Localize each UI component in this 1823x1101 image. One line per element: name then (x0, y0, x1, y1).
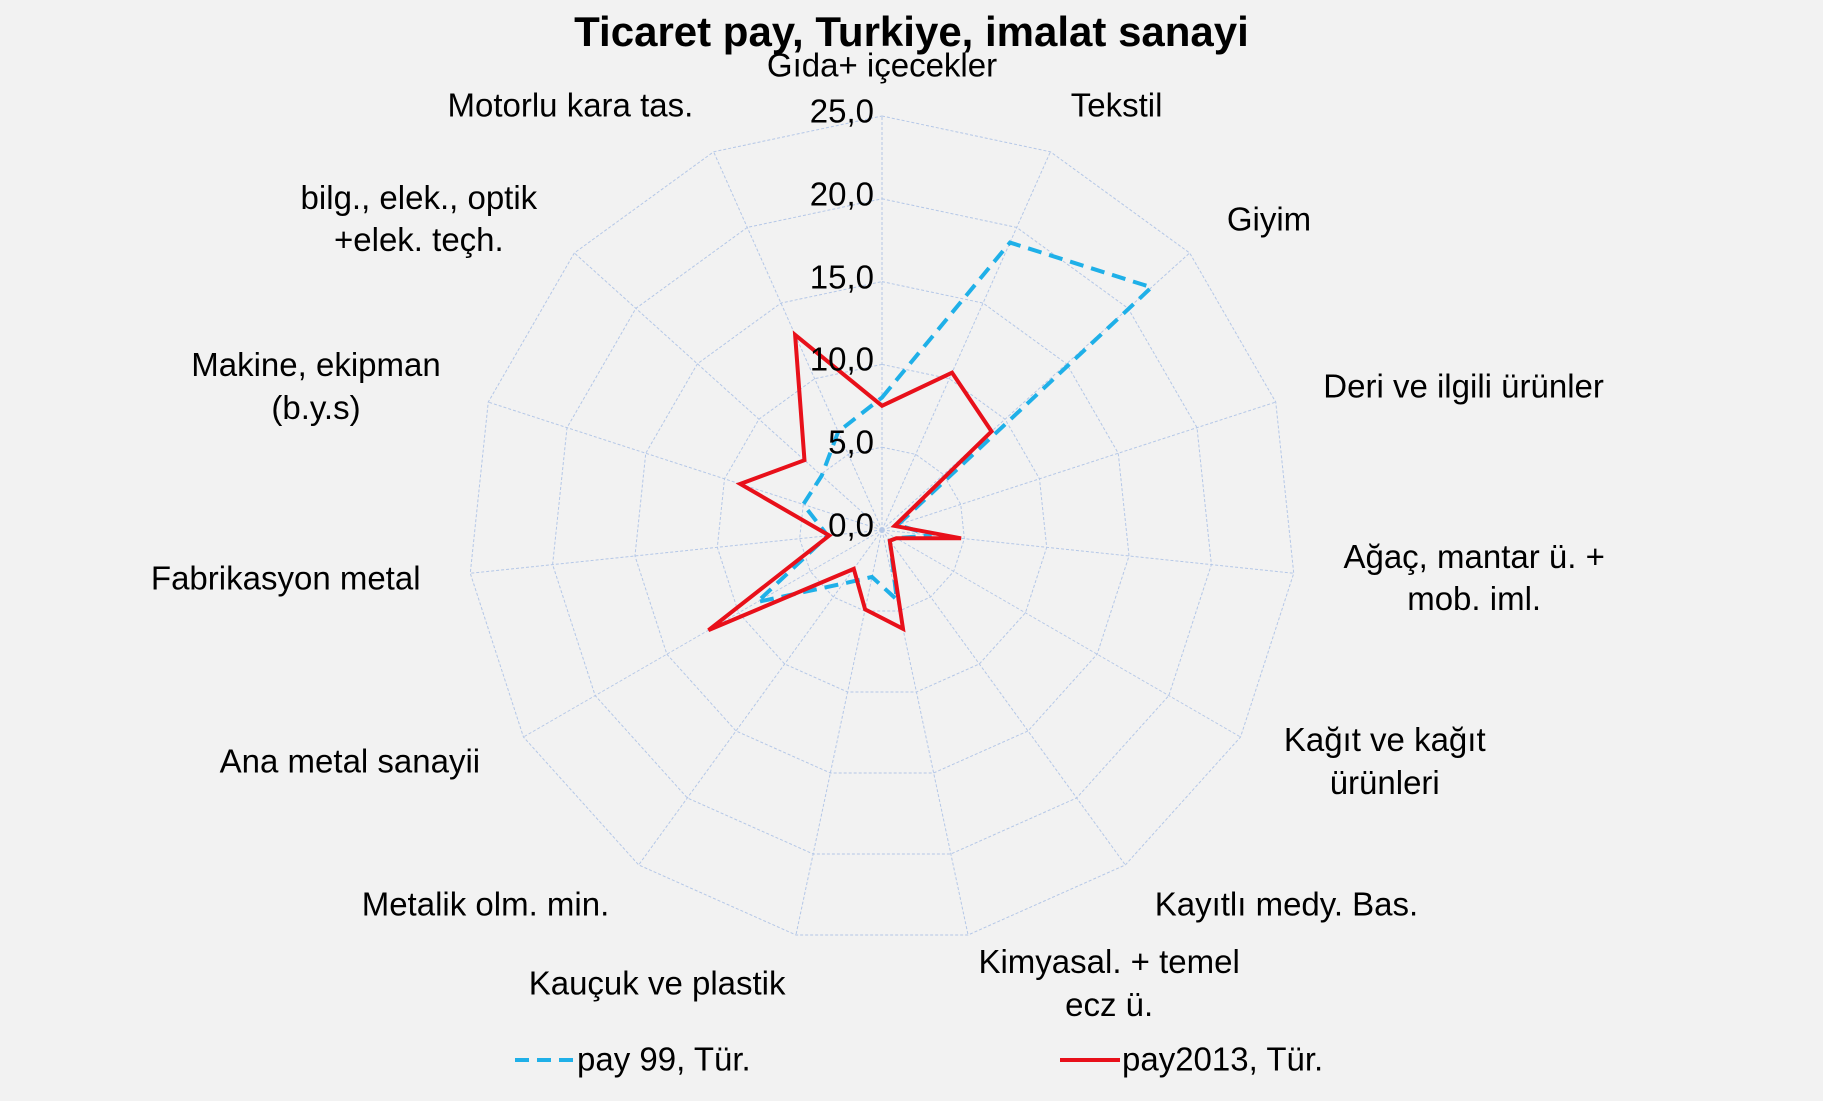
spoke (638, 529, 883, 866)
category-label: Kağıt ve kağıt ürünleri (1283, 721, 1486, 801)
category-label: Ağaç, mantar ü. + mob. iml. (1343, 537, 1605, 618)
y-tick-label: 0,0 (828, 506, 874, 544)
grid-ring (469, 115, 1295, 936)
category-label: Kayıtlı medy. Bas. (1154, 885, 1419, 923)
category-label: Kimyasal. + temel ecz ü. (978, 942, 1240, 1023)
category-label: Deri ve ilgili ürünler (1323, 367, 1604, 405)
category-label: Gıda+ içecekler (766, 46, 998, 84)
legend-label: pay2013, Tür. (1122, 1040, 1324, 1078)
y-tick-label: 20,0 (809, 175, 874, 213)
spoke (881, 529, 1241, 738)
spoke (881, 151, 1051, 531)
spoke (713, 151, 883, 531)
spoke (881, 529, 969, 936)
grid-ring (716, 363, 1048, 693)
y-tick-label: 10,0 (809, 340, 874, 378)
category-label: bilg., elek., optik +elek. teçh. (300, 178, 538, 259)
category-label: Makine, ekipman (b.y.s) (191, 345, 441, 426)
spoke (470, 529, 883, 574)
y-tick-label: 5,0 (828, 423, 874, 461)
series-line (707, 330, 995, 633)
spoke (795, 529, 883, 936)
spoke (523, 529, 883, 738)
chart-title: Ticaret pay, Turkiye, imalat sanayi (574, 8, 1249, 55)
category-label: Tekstil (1070, 86, 1163, 124)
category-label: Ana metal sanayii (219, 742, 481, 780)
category-label: Giyim (1226, 200, 1312, 238)
spoke (574, 252, 883, 531)
category-label: Motorlu kara tas. (447, 86, 694, 124)
spoke (881, 529, 1294, 574)
y-tick-label: 15,0 (809, 257, 874, 295)
spoke (488, 401, 883, 531)
legend-label: pay 99, Tür. (577, 1040, 751, 1078)
grid-ring (552, 198, 1212, 855)
category-label: Kauçuk ve plastik (528, 964, 786, 1002)
grid-ring (799, 446, 965, 612)
y-tick-label: 25,0 (809, 92, 874, 130)
category-label: Fabrikasyon metal (150, 559, 421, 597)
spoke (881, 252, 1190, 531)
grid-ring (634, 281, 1130, 774)
category-label: Metalik olm. min. (361, 885, 610, 923)
spoke (881, 401, 1276, 531)
spoke (881, 529, 1126, 866)
